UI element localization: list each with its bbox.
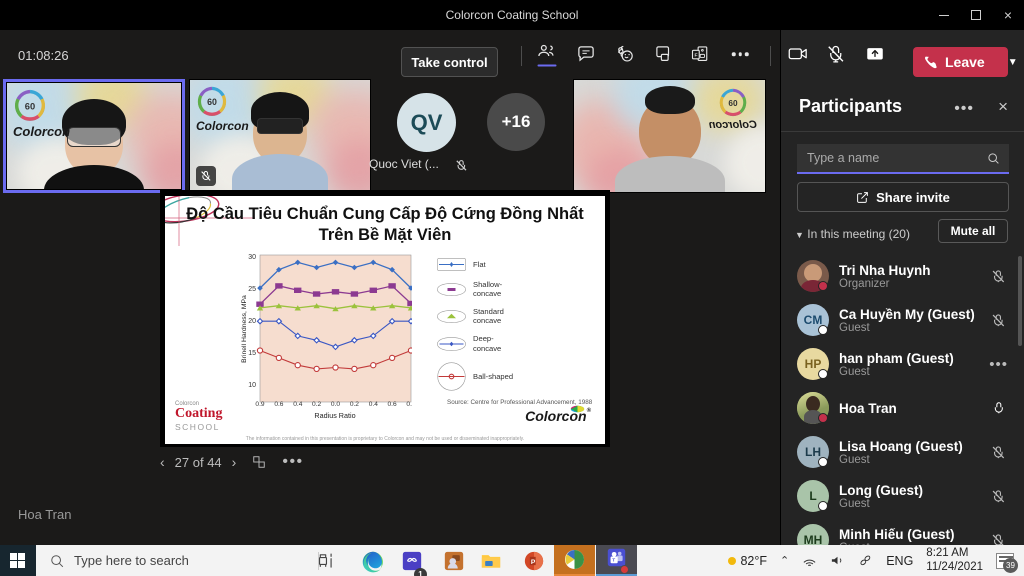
svg-text:0.6: 0.6: [388, 401, 397, 408]
svg-text:25: 25: [248, 286, 256, 293]
svg-text:F: F: [695, 53, 698, 59]
svg-text:60: 60: [25, 101, 35, 111]
svg-text:30: 30: [248, 254, 256, 261]
svg-text:Brinell Hardness, MPa: Brinell Hardness, MPa: [241, 295, 248, 363]
svg-text:0.9: 0.9: [406, 401, 412, 408]
svg-text:0.2: 0.2: [350, 401, 359, 408]
svg-text:0.6: 0.6: [274, 401, 283, 408]
svg-text:10: 10: [248, 382, 256, 389]
svg-text:0.4: 0.4: [293, 401, 302, 408]
svg-text:Radius Ratio: Radius Ratio: [314, 411, 355, 420]
svg-text:T: T: [612, 557, 615, 563]
svg-text:20: 20: [248, 318, 256, 325]
svg-text:0.0: 0.0: [331, 401, 340, 408]
svg-text:0.2: 0.2: [312, 401, 321, 408]
svg-text:15: 15: [248, 350, 256, 357]
svg-text:60: 60: [207, 97, 217, 107]
svg-text:0.4: 0.4: [369, 401, 378, 408]
svg-text:60: 60: [728, 99, 738, 108]
svg-text:P: P: [531, 559, 536, 566]
svg-text:0.9: 0.9: [255, 401, 264, 408]
